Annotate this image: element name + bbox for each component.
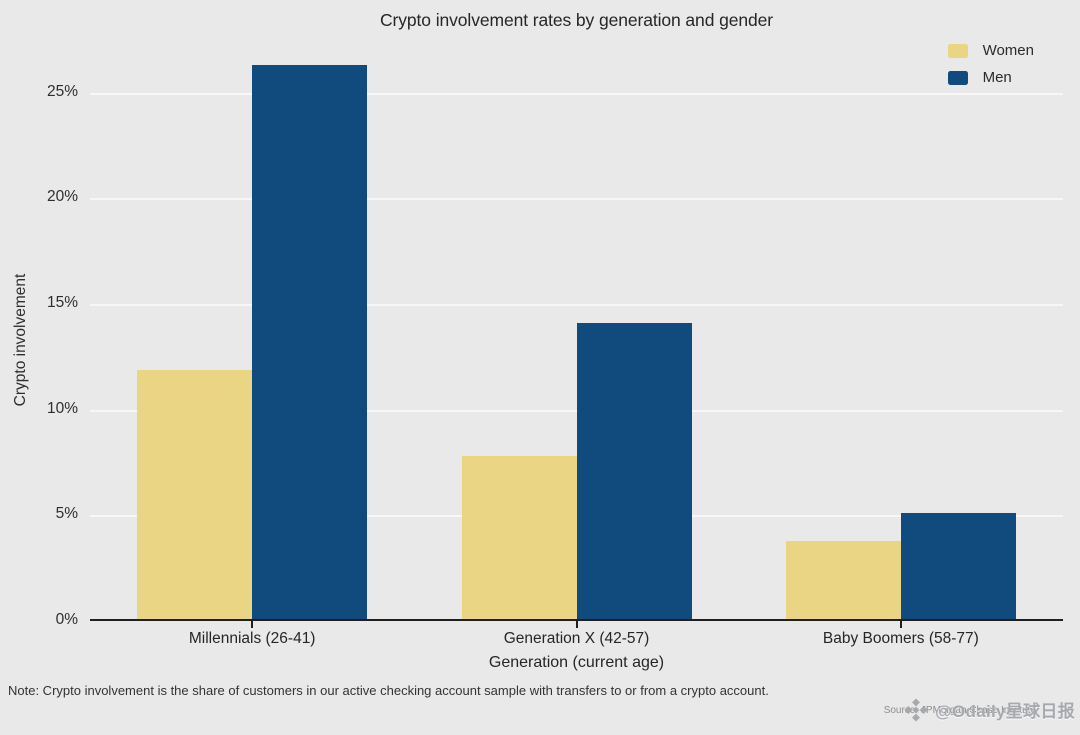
legend-item-women: Women <box>947 42 1034 59</box>
x-tick-label: Baby Boomers (58-77) <box>822 630 979 647</box>
y-tick-label: 15% <box>46 294 78 312</box>
y-axis-label: Crypto involvement <box>12 273 29 407</box>
legend-label: Men <box>982 69 1012 86</box>
gridline <box>90 198 1063 201</box>
gridline <box>90 92 1063 95</box>
bar-women-0 <box>137 369 253 619</box>
watermark-text: @Odaily星球日报 <box>935 702 1075 721</box>
bar-men-0 <box>252 65 368 619</box>
y-tick-label: 0% <box>55 611 78 628</box>
chart-title: Crypto involvement rates by generation a… <box>380 10 773 30</box>
footnote: Note: Crypto involvement is the share of… <box>8 683 769 698</box>
legend-swatch-icon <box>947 43 968 58</box>
legend-swatch-icon <box>947 70 968 85</box>
x-tick-mark <box>251 621 254 628</box>
x-axis-label: Generation (current age) <box>488 654 665 671</box>
x-tick-label: Generation X (42-57) <box>503 630 650 647</box>
y-tick-label: 25% <box>46 82 78 100</box>
y-tick-label: 5% <box>55 505 78 523</box>
x-tick-label: Millennials (26-41) <box>188 630 316 647</box>
legend-label: Women <box>982 42 1034 59</box>
bar-women-1 <box>461 456 577 619</box>
watermark: @Odaily星球日报 <box>904 697 1075 722</box>
y-tick-label: 10% <box>46 399 78 417</box>
x-tick-mark <box>899 621 902 628</box>
bar-women-2 <box>785 540 901 619</box>
legend: Women Men <box>947 42 1034 96</box>
gridline <box>90 304 1063 307</box>
diamond-logo-icon <box>904 697 928 722</box>
bar-men-1 <box>576 323 692 619</box>
bar-men-2 <box>900 513 1016 619</box>
y-tick-label: 20% <box>46 188 78 206</box>
x-tick-mark <box>575 621 578 628</box>
plot-area <box>90 40 1063 628</box>
source-credit: Source: JPMorgan Chase Institute <box>883 705 1036 716</box>
legend-item-men: Men <box>947 69 1034 86</box>
